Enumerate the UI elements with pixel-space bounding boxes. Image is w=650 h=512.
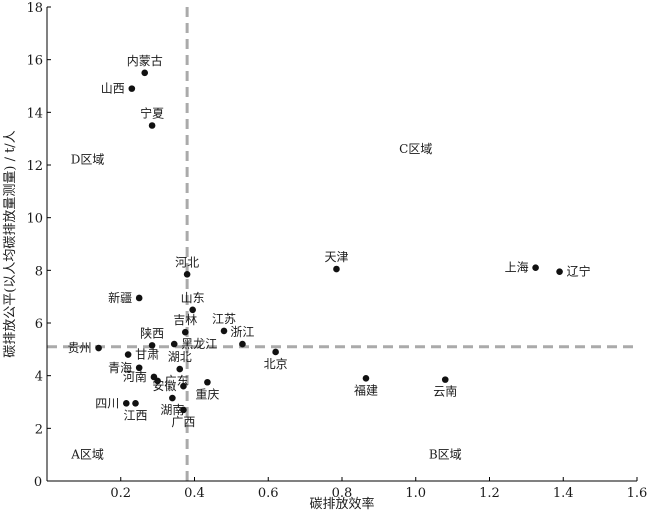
region-label: C区域 xyxy=(399,142,432,156)
point-label: 甘肃 xyxy=(135,348,159,362)
x-tick-label: 1.0 xyxy=(405,486,426,501)
data-point xyxy=(122,400,130,407)
point-label: 上海 xyxy=(505,260,529,275)
data-point xyxy=(181,328,189,336)
y-tick-label: 18 xyxy=(26,1,43,16)
point-label: 河南 xyxy=(123,369,147,384)
point-label: 福建 xyxy=(354,382,378,397)
x-axis-title: 碳排放效率 xyxy=(309,496,374,512)
point-label: 广西 xyxy=(171,415,195,429)
data-point xyxy=(95,344,102,352)
point-label: 山西 xyxy=(101,82,125,96)
y-tick-label: 8 xyxy=(35,264,43,279)
data-point xyxy=(183,270,191,278)
x-tick-label: 1.2 xyxy=(479,486,500,501)
data-point xyxy=(333,265,340,273)
point-label: 黑龙江 xyxy=(181,337,217,351)
data-point xyxy=(189,306,196,314)
data-point xyxy=(556,268,563,275)
data-point xyxy=(154,377,161,385)
point-label: 云南 xyxy=(433,384,457,399)
point-label: 辽宁 xyxy=(567,264,591,279)
data-point xyxy=(180,406,187,414)
point-label: 重庆 xyxy=(195,387,219,401)
y-tick-label: 14 xyxy=(26,106,43,121)
data-point xyxy=(441,376,449,383)
data-point xyxy=(272,348,279,356)
data-point xyxy=(135,294,143,302)
point-label: 湖北 xyxy=(168,349,192,364)
y-axis-title: 碳排放公平(以人均碳排放量测量) / t/人 xyxy=(3,130,18,357)
point-label: 安徽 xyxy=(152,378,176,393)
data-point xyxy=(204,378,211,386)
data-point xyxy=(532,264,539,272)
ticks: 0.2 0.4 0.6 0.8 1.0 1.2 1.4 1.6 2 4 6 8 10 12 14 16 18 xyxy=(26,1,647,501)
point-label: 浙江 xyxy=(230,325,254,339)
point-label: 陕西 xyxy=(140,325,164,340)
data-point xyxy=(176,365,184,373)
data-point xyxy=(239,340,246,348)
data-point xyxy=(148,122,156,129)
x-tick-label: 0.6 xyxy=(258,486,279,501)
data-point xyxy=(132,400,139,407)
point-label: 青海 xyxy=(108,360,132,375)
point-label: 贵州 xyxy=(68,341,92,355)
data-point xyxy=(170,340,178,348)
x-tick-label: 0.4 xyxy=(184,486,205,501)
data-point xyxy=(148,342,156,349)
region-label: D区域 xyxy=(71,153,105,167)
origin-label: 0 xyxy=(34,475,42,490)
y-tick-label: 4 xyxy=(35,370,43,385)
x-tick-label: 0.8 xyxy=(332,486,353,501)
y-tick-label: 16 xyxy=(26,54,43,69)
data-point xyxy=(180,382,187,390)
point-label: 山东 xyxy=(181,291,205,305)
point-label: 江西 xyxy=(123,408,147,422)
point-label: 河北 xyxy=(175,255,199,269)
data-point xyxy=(124,351,132,358)
point-label: 江苏 xyxy=(212,312,236,326)
point-label: 湖南 xyxy=(160,402,184,417)
region-label: B区域 xyxy=(429,448,462,462)
data-point xyxy=(128,85,136,92)
point-label: 宁夏 xyxy=(140,106,164,121)
point-label: 吉林 xyxy=(173,313,197,327)
region-labels: D区域 C区域 A区域 B区域 xyxy=(70,142,461,461)
point-label: 四川 xyxy=(95,396,119,410)
y-tick-label: 6 xyxy=(35,317,43,332)
x-tick-label: 1.4 xyxy=(553,486,574,501)
point-label: 内蒙古 xyxy=(127,53,163,68)
data-point xyxy=(169,394,176,402)
y-tick-label: 10 xyxy=(26,212,43,227)
x-tick-label: 0.2 xyxy=(110,486,131,501)
y-tick-label: 2 xyxy=(35,422,43,437)
x-tick-label: 1.6 xyxy=(627,486,648,501)
point-label: 新疆 xyxy=(108,290,132,305)
data-point xyxy=(135,364,143,372)
point-label: 北京 xyxy=(264,357,288,371)
y-tick-label: 12 xyxy=(26,159,43,174)
data-point xyxy=(362,375,370,382)
data-point xyxy=(141,69,149,77)
reference-lines xyxy=(47,7,637,481)
point-label: 天津 xyxy=(324,250,348,264)
data-point xyxy=(220,327,228,335)
region-label: A区域 xyxy=(70,448,104,462)
